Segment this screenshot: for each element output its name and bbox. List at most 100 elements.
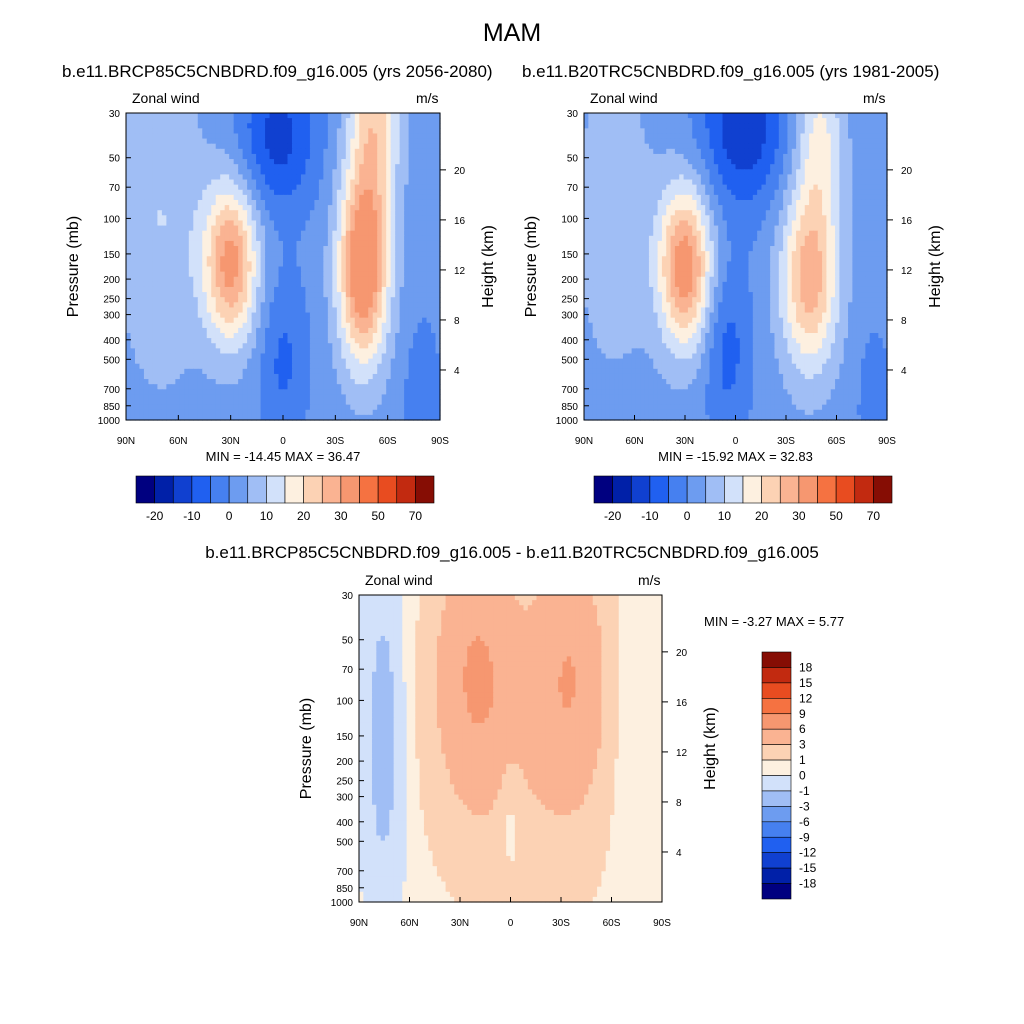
- field-cell: [224, 409, 230, 416]
- field-cell: [188, 123, 194, 129]
- field-cell: [696, 133, 702, 140]
- field-cell: [614, 164, 620, 170]
- field-cell: [197, 373, 203, 380]
- field-cell: [296, 240, 302, 247]
- field-cell: [413, 343, 419, 349]
- field-cell: [260, 327, 266, 334]
- field-cell: [256, 343, 262, 349]
- field-cell: [813, 128, 819, 135]
- field-cell: [778, 148, 784, 155]
- field-cell: [126, 194, 132, 201]
- field-cell: [139, 297, 145, 303]
- field-cell: [269, 246, 275, 252]
- field-cell: [345, 373, 351, 380]
- field-cell: [193, 169, 199, 175]
- field-cell: [359, 199, 365, 206]
- field-cell: [431, 302, 437, 309]
- field-cell: [256, 235, 262, 242]
- field-cell: [386, 281, 392, 288]
- field-cell: [296, 358, 302, 365]
- field-cell: [157, 246, 163, 252]
- field-cell: [744, 138, 750, 145]
- field-cell: [422, 363, 428, 370]
- field-cell: [229, 333, 235, 339]
- field-cell: [804, 153, 810, 160]
- field-cell: [800, 128, 806, 135]
- field-cell: [134, 184, 141, 191]
- field-cell: [215, 199, 221, 206]
- field-cell: [278, 348, 284, 355]
- field-cell: [718, 143, 724, 150]
- field-cell: [386, 379, 392, 385]
- field-cell: [193, 266, 199, 273]
- field-cell: [260, 215, 266, 222]
- field-cell: [166, 358, 172, 365]
- field-cell: [179, 327, 185, 334]
- field-cell: [399, 281, 405, 288]
- field-cell: [422, 281, 428, 288]
- field-cell: [179, 384, 185, 390]
- field-cell: [251, 235, 257, 242]
- field-cell: [278, 261, 284, 268]
- field-cell: [184, 409, 190, 416]
- field-cell: [363, 148, 369, 155]
- field-cell: [193, 230, 199, 237]
- field-cell: [278, 302, 284, 309]
- field-cell: [193, 276, 199, 283]
- field-cell: [359, 153, 365, 160]
- field-cell: [184, 358, 190, 365]
- field-cell: [188, 312, 194, 319]
- field-cell: [332, 138, 338, 145]
- field-cell: [291, 271, 298, 278]
- field-cell: [193, 271, 199, 278]
- field-cell: [431, 184, 437, 191]
- field-cell: [390, 317, 396, 324]
- field-cell: [431, 220, 437, 227]
- field-cell: [314, 379, 320, 385]
- field-cell: [345, 159, 351, 165]
- field-cell: [287, 379, 293, 385]
- field-cell: [206, 251, 212, 257]
- field-cell: [748, 128, 754, 135]
- field-cell: [426, 256, 432, 262]
- field-cell: [327, 194, 333, 201]
- field-cell: [152, 394, 158, 401]
- field-cell: [126, 153, 132, 160]
- field-cell: [839, 133, 845, 140]
- field-cell: [238, 307, 244, 314]
- field-cell: [300, 276, 307, 283]
- field-cell: [166, 184, 172, 191]
- field-cell: [757, 128, 763, 135]
- field-cell: [661, 128, 667, 135]
- field-cell: [318, 353, 324, 360]
- field-cell: [175, 246, 181, 252]
- field-cell: [283, 322, 289, 329]
- field-cell: [395, 113, 401, 119]
- field-cell: [300, 123, 307, 129]
- x-tick-label: 60N: [169, 436, 187, 447]
- field-cell: [399, 225, 405, 232]
- field-cell: [739, 128, 745, 135]
- field-cell: [323, 261, 329, 268]
- field-cell: [431, 312, 437, 319]
- field-cell: [184, 404, 190, 411]
- field-cell: [368, 307, 374, 314]
- field-cell: [390, 322, 396, 329]
- field-cell: [368, 148, 374, 155]
- field-cell: [152, 153, 158, 160]
- field-cell: [354, 394, 360, 401]
- field-cell: [404, 266, 410, 273]
- field-cell: [291, 399, 298, 406]
- field-cell: [359, 138, 365, 145]
- field-cell: [229, 343, 235, 349]
- field-cell: [426, 118, 432, 124]
- field-cell: [278, 159, 284, 165]
- field-cell: [761, 118, 767, 124]
- field-cell: [188, 184, 194, 191]
- field-cell: [251, 266, 257, 273]
- field-cell: [327, 113, 333, 119]
- field-cell: [202, 246, 208, 252]
- field-cell: [242, 179, 248, 186]
- field-cell: [739, 153, 745, 160]
- field-cell: [242, 230, 248, 237]
